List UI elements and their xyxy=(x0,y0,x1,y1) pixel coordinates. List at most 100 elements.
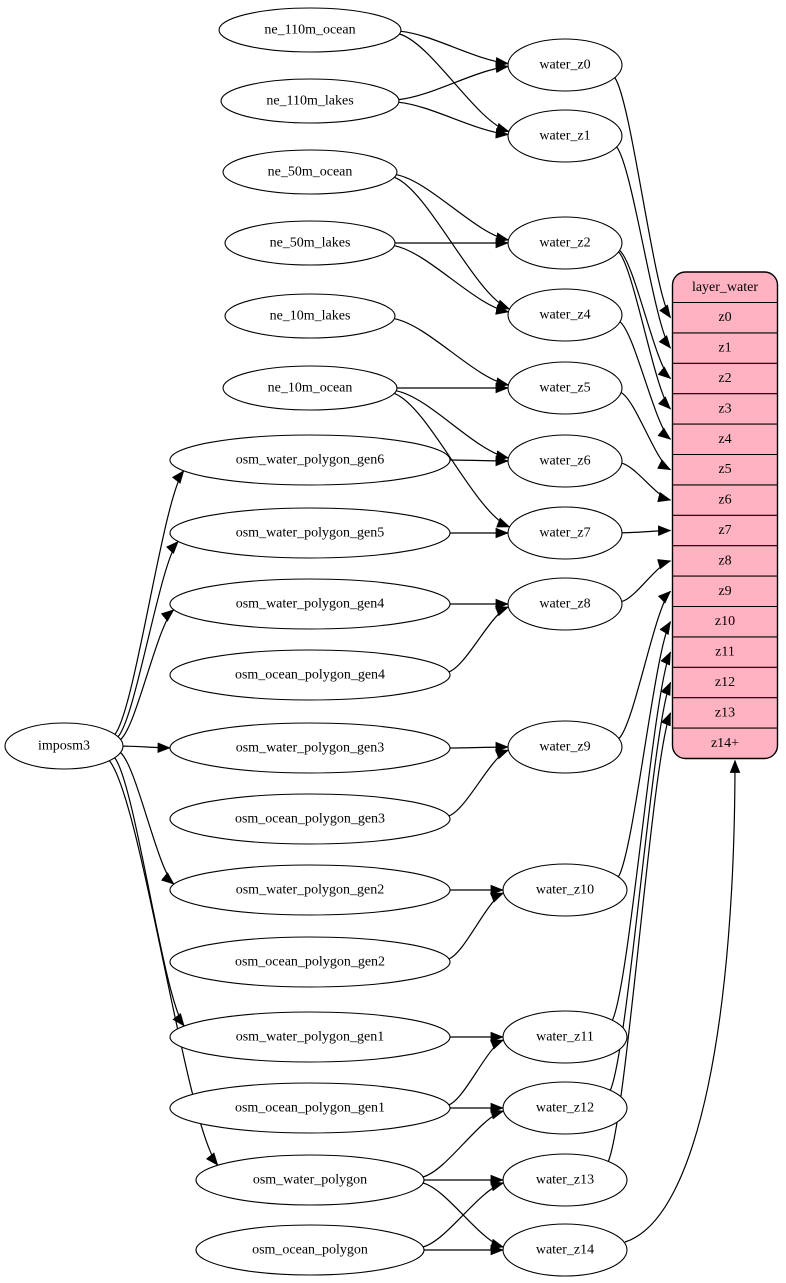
ne_10m_ocean-ellipse xyxy=(222,365,398,411)
table-title: layer_water xyxy=(692,280,758,295)
node-osm_ocean_polygon: osm_ocean_polygon xyxy=(195,1224,425,1276)
edge-water_z4-layer_water-z4 xyxy=(619,321,672,440)
edge-water_z7-layer_water-z7 xyxy=(621,525,672,536)
node-water_z7: water_z7 xyxy=(507,506,623,560)
node-osm_ocean_polygon_gen2: osm_ocean_polygon_gen2 xyxy=(169,936,451,988)
osm_ocean_polygon_gen3-ellipse xyxy=(169,793,451,845)
node-imposm3: imposm3 xyxy=(4,722,124,770)
node-osm_ocean_polygon_gen4: osm_ocean_polygon_gen4 xyxy=(169,649,451,701)
node-label: ne_10m_ocean xyxy=(268,381,353,396)
table-row-z0: z0 xyxy=(718,310,731,325)
osm_ocean_polygon_gen2-ellipse xyxy=(169,936,451,988)
node-label: osm_water_polygon_gen5 xyxy=(236,526,385,541)
edge-ne_50m_ocean-water_z2 xyxy=(396,174,510,243)
edge-ne_110m_lakes-water_z1 xyxy=(398,101,509,139)
table-row-z8: z8 xyxy=(718,553,731,568)
edge-osm_ocean_polygon_gen1-water_z11 xyxy=(448,1039,505,1106)
node-osm_water_polygon_gen4: osm_water_polygon_gen4 xyxy=(169,578,451,630)
edge-ne_10m_lakes-water_z5 xyxy=(394,318,510,388)
edge-osm_water_polygon_gen6-water_z6 xyxy=(449,455,509,467)
osm_ocean_polygon_gen4-ellipse xyxy=(169,649,451,701)
node-label: water_z11 xyxy=(536,1030,594,1045)
osm_water_polygon_gen5-ellipse xyxy=(169,507,451,559)
node-label: osm_ocean_polygon_gen3 xyxy=(235,812,385,827)
node-label: imposm3 xyxy=(38,739,90,754)
table-row-z10: z10 xyxy=(715,614,735,629)
imposm3-ellipse xyxy=(4,722,124,770)
node-label: osm_water_polygon xyxy=(253,1173,367,1188)
water_z12-ellipse xyxy=(502,1081,628,1135)
water_z1-ellipse xyxy=(507,109,623,163)
node-water_z11: water_z11 xyxy=(502,1010,628,1064)
node-ne_110m_lakes: ne_110m_lakes xyxy=(220,78,400,124)
table-layer: layer_water z0 z1 z2 z3 z4 z5 z6 z7 z8 z9 z10 z11 z12… xyxy=(671,271,779,760)
node-water_z10: water_z10 xyxy=(502,863,628,917)
node-label: water_z1 xyxy=(539,129,590,144)
osm_water_polygon_gen2-ellipse xyxy=(169,864,451,916)
water_z13-ellipse xyxy=(502,1153,628,1207)
edge-imposm3-osm_water_polygon xyxy=(108,760,219,1166)
node-label: ne_50m_lakes xyxy=(270,236,351,251)
node-water_z4: water_z4 xyxy=(507,288,623,342)
water_z7-ellipse xyxy=(507,506,623,560)
water_z4-ellipse xyxy=(507,288,623,342)
osm_ocean_polygon-ellipse xyxy=(195,1224,425,1276)
node-water_z9: water_z9 xyxy=(507,720,623,774)
node-label: water_z10 xyxy=(536,883,594,898)
ne_110m_ocean-ellipse xyxy=(218,7,402,53)
edge-ne_50m_lakes-water_z4 xyxy=(394,245,510,315)
table-row-z7: z7 xyxy=(718,523,731,538)
water_z10-ellipse xyxy=(502,863,628,917)
water_z11-ellipse xyxy=(502,1010,628,1064)
node-osm_water_polygon_gen1: osm_water_polygon_gen1 xyxy=(169,1011,451,1063)
node-label: ne_110m_lakes xyxy=(266,94,353,109)
ne_50m_ocean-ellipse xyxy=(222,149,398,195)
osm_water_polygon_gen3-ellipse xyxy=(169,722,451,774)
water_z2-ellipse xyxy=(507,216,623,270)
edge-osm_water_polygon_gen3-water_z9 xyxy=(449,741,509,753)
node-label: water_z2 xyxy=(539,236,590,251)
water_z8-ellipse xyxy=(507,577,623,631)
node-osm_water_polygon_gen2: osm_water_polygon_gen2 xyxy=(169,864,451,916)
water_z5-ellipse xyxy=(507,361,623,415)
table-row-z5: z5 xyxy=(718,462,731,477)
node-osm_ocean_polygon_gen3: osm_ocean_polygon_gen3 xyxy=(169,793,451,845)
table-row-z4: z4 xyxy=(718,432,731,447)
node-osm_water_polygon_gen6: osm_water_polygon_gen6 xyxy=(169,434,451,486)
table-row-z11: z11 xyxy=(715,645,735,660)
node-label: water_z8 xyxy=(539,597,590,612)
edge-ne_10m_ocean-water_z6 xyxy=(396,390,510,461)
node-label: ne_10m_lakes xyxy=(270,309,351,324)
table-row-z2: z2 xyxy=(718,371,731,386)
edge-imposm3-osm_water_polygon_gen5 xyxy=(117,540,179,738)
edge-osm_ocean_polygon-water_z13 xyxy=(422,1181,505,1248)
node-label: ne_110m_ocean xyxy=(264,23,355,38)
node-osm_water_polygon_gen5: osm_water_polygon_gen5 xyxy=(169,507,451,559)
edge-ne_110m_ocean-water_z0 xyxy=(400,30,509,68)
nodes-layer: imposm3 ne_110m_ocean ne_110m_lakes ne_50m_… xyxy=(4,7,628,1277)
ne_10m_lakes-ellipse xyxy=(224,293,396,339)
node-label: osm_water_polygon_gen3 xyxy=(236,741,385,756)
ne_50m_lakes-ellipse xyxy=(224,220,396,266)
osm_water_polygon_gen4-ellipse xyxy=(169,578,451,630)
node-label: ne_50m_ocean xyxy=(268,165,353,180)
edge-osm_water_polygon-water_z12 xyxy=(422,1109,505,1178)
edge-water_z8-layer_water-z8 xyxy=(621,559,672,603)
edge-imposm3-osm_water_polygon_gen6 xyxy=(114,470,185,735)
edge-imposm3-osm_water_polygon_gen3 xyxy=(122,742,171,754)
edge-water_z1-layer_water-z1 xyxy=(616,146,671,349)
edge-water_z11-layer_water-z11 xyxy=(611,651,672,1021)
node-label: osm_water_polygon_gen6 xyxy=(236,453,385,468)
table-row-z12: z12 xyxy=(715,675,735,690)
node-water_z5: water_z5 xyxy=(507,361,623,415)
node-label: water_z5 xyxy=(539,381,590,396)
node-label: osm_ocean_polygon_gen1 xyxy=(235,1101,385,1116)
edge-osm_ocean_polygon_gen2-water_z10 xyxy=(448,892,505,960)
edge-water_z5-layer_water-z5 xyxy=(620,392,672,471)
water_z14-ellipse xyxy=(502,1223,628,1277)
node-label: water_z4 xyxy=(539,308,590,323)
table-row-z9: z9 xyxy=(718,584,731,599)
node-label: water_z7 xyxy=(539,526,590,541)
edge-water_z2-layer_water-z3 xyxy=(618,251,672,410)
